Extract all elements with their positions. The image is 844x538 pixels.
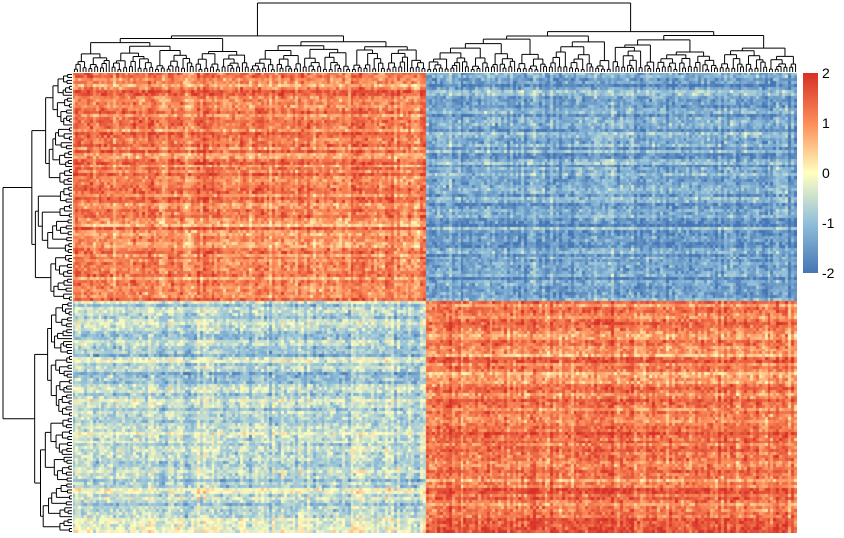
legend-ticks: 2 1 0 -1 -2	[818, 65, 835, 281]
color-legend: 2 1 0 -1 -2	[803, 65, 835, 281]
legend-tick-label: 1	[822, 115, 830, 131]
legend-tick-label: 0	[822, 165, 830, 181]
column-dendrogram	[73, 2, 797, 72]
heatmap-cells	[73, 73, 797, 533]
legend-tick-label: -2	[822, 265, 835, 281]
row-dendrogram	[2, 73, 72, 533]
legend-color-bar	[803, 73, 818, 273]
legend-tick-label: 2	[822, 65, 830, 81]
legend-tick-label: -1	[822, 215, 835, 231]
heatmap-body	[73, 73, 797, 533]
